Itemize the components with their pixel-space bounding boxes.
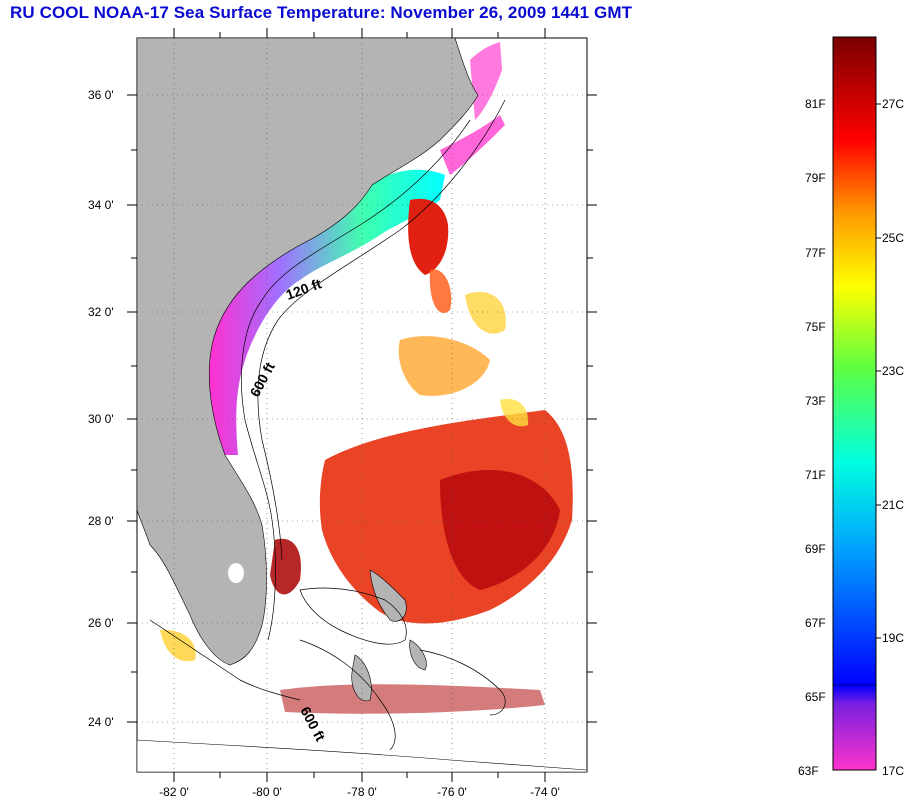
lon-label: -80 0' [252,785,282,799]
colorbar-f-label: 73F [805,394,826,408]
lat-label: 26 0' [88,616,114,630]
southeast-us-land [137,38,479,666]
lat-label: 36 0' [88,88,114,102]
latitude-labels: 36 0' 34 0' 32 0' 30 0' 28 0' 26 0' 24 0… [88,88,114,729]
colorbar-c-label: 19C [882,631,905,645]
colorbar-c-label: 25C [882,231,905,245]
colorbar [832,36,877,771]
lon-label: -82 0' [159,785,189,799]
colorbar-c-label: 23C [882,364,905,378]
longitude-labels: -82 0' -80 0' -78 0' -76 0' -74 0' [159,785,560,799]
coastal-cold-band [209,169,445,455]
colorbar-f-label: 79F [805,171,826,185]
bathymetry-contours [149,99,506,751]
lon-label: -76 0' [437,785,467,799]
colorbar-c-label: 27C [882,97,905,111]
colorbar-f-label: 75F [805,320,826,334]
colorbar-f-label: 77F [805,246,826,260]
colorbar-c-label: 17C [882,764,905,778]
lat-label: 32 0' [88,305,114,319]
lat-label: 24 0' [88,715,114,729]
colorbar-f-label: 67F [805,616,826,630]
lat-label: 34 0' [88,198,114,212]
lat-label: 28 0' [88,514,114,528]
colorbar-f-label: 65F [805,690,826,704]
colorbar-f-label: 81F [805,97,826,111]
lat-label: 30 0' [88,412,114,426]
colorbar-c-label: 21C [882,498,905,512]
graticule [137,38,587,772]
lon-label: -74 0' [530,785,560,799]
lon-label: -78 0' [347,785,377,799]
colorbar-ticks [876,103,881,639]
colorbar-f-label: 71F [805,468,826,482]
axis-ticks [127,28,597,782]
colorbar-f-label: 69F [805,542,826,556]
map-title: RU COOL NOAA-17 Sea Surface Temperature:… [10,3,633,22]
colorbar-f-label: 63F [798,764,819,778]
